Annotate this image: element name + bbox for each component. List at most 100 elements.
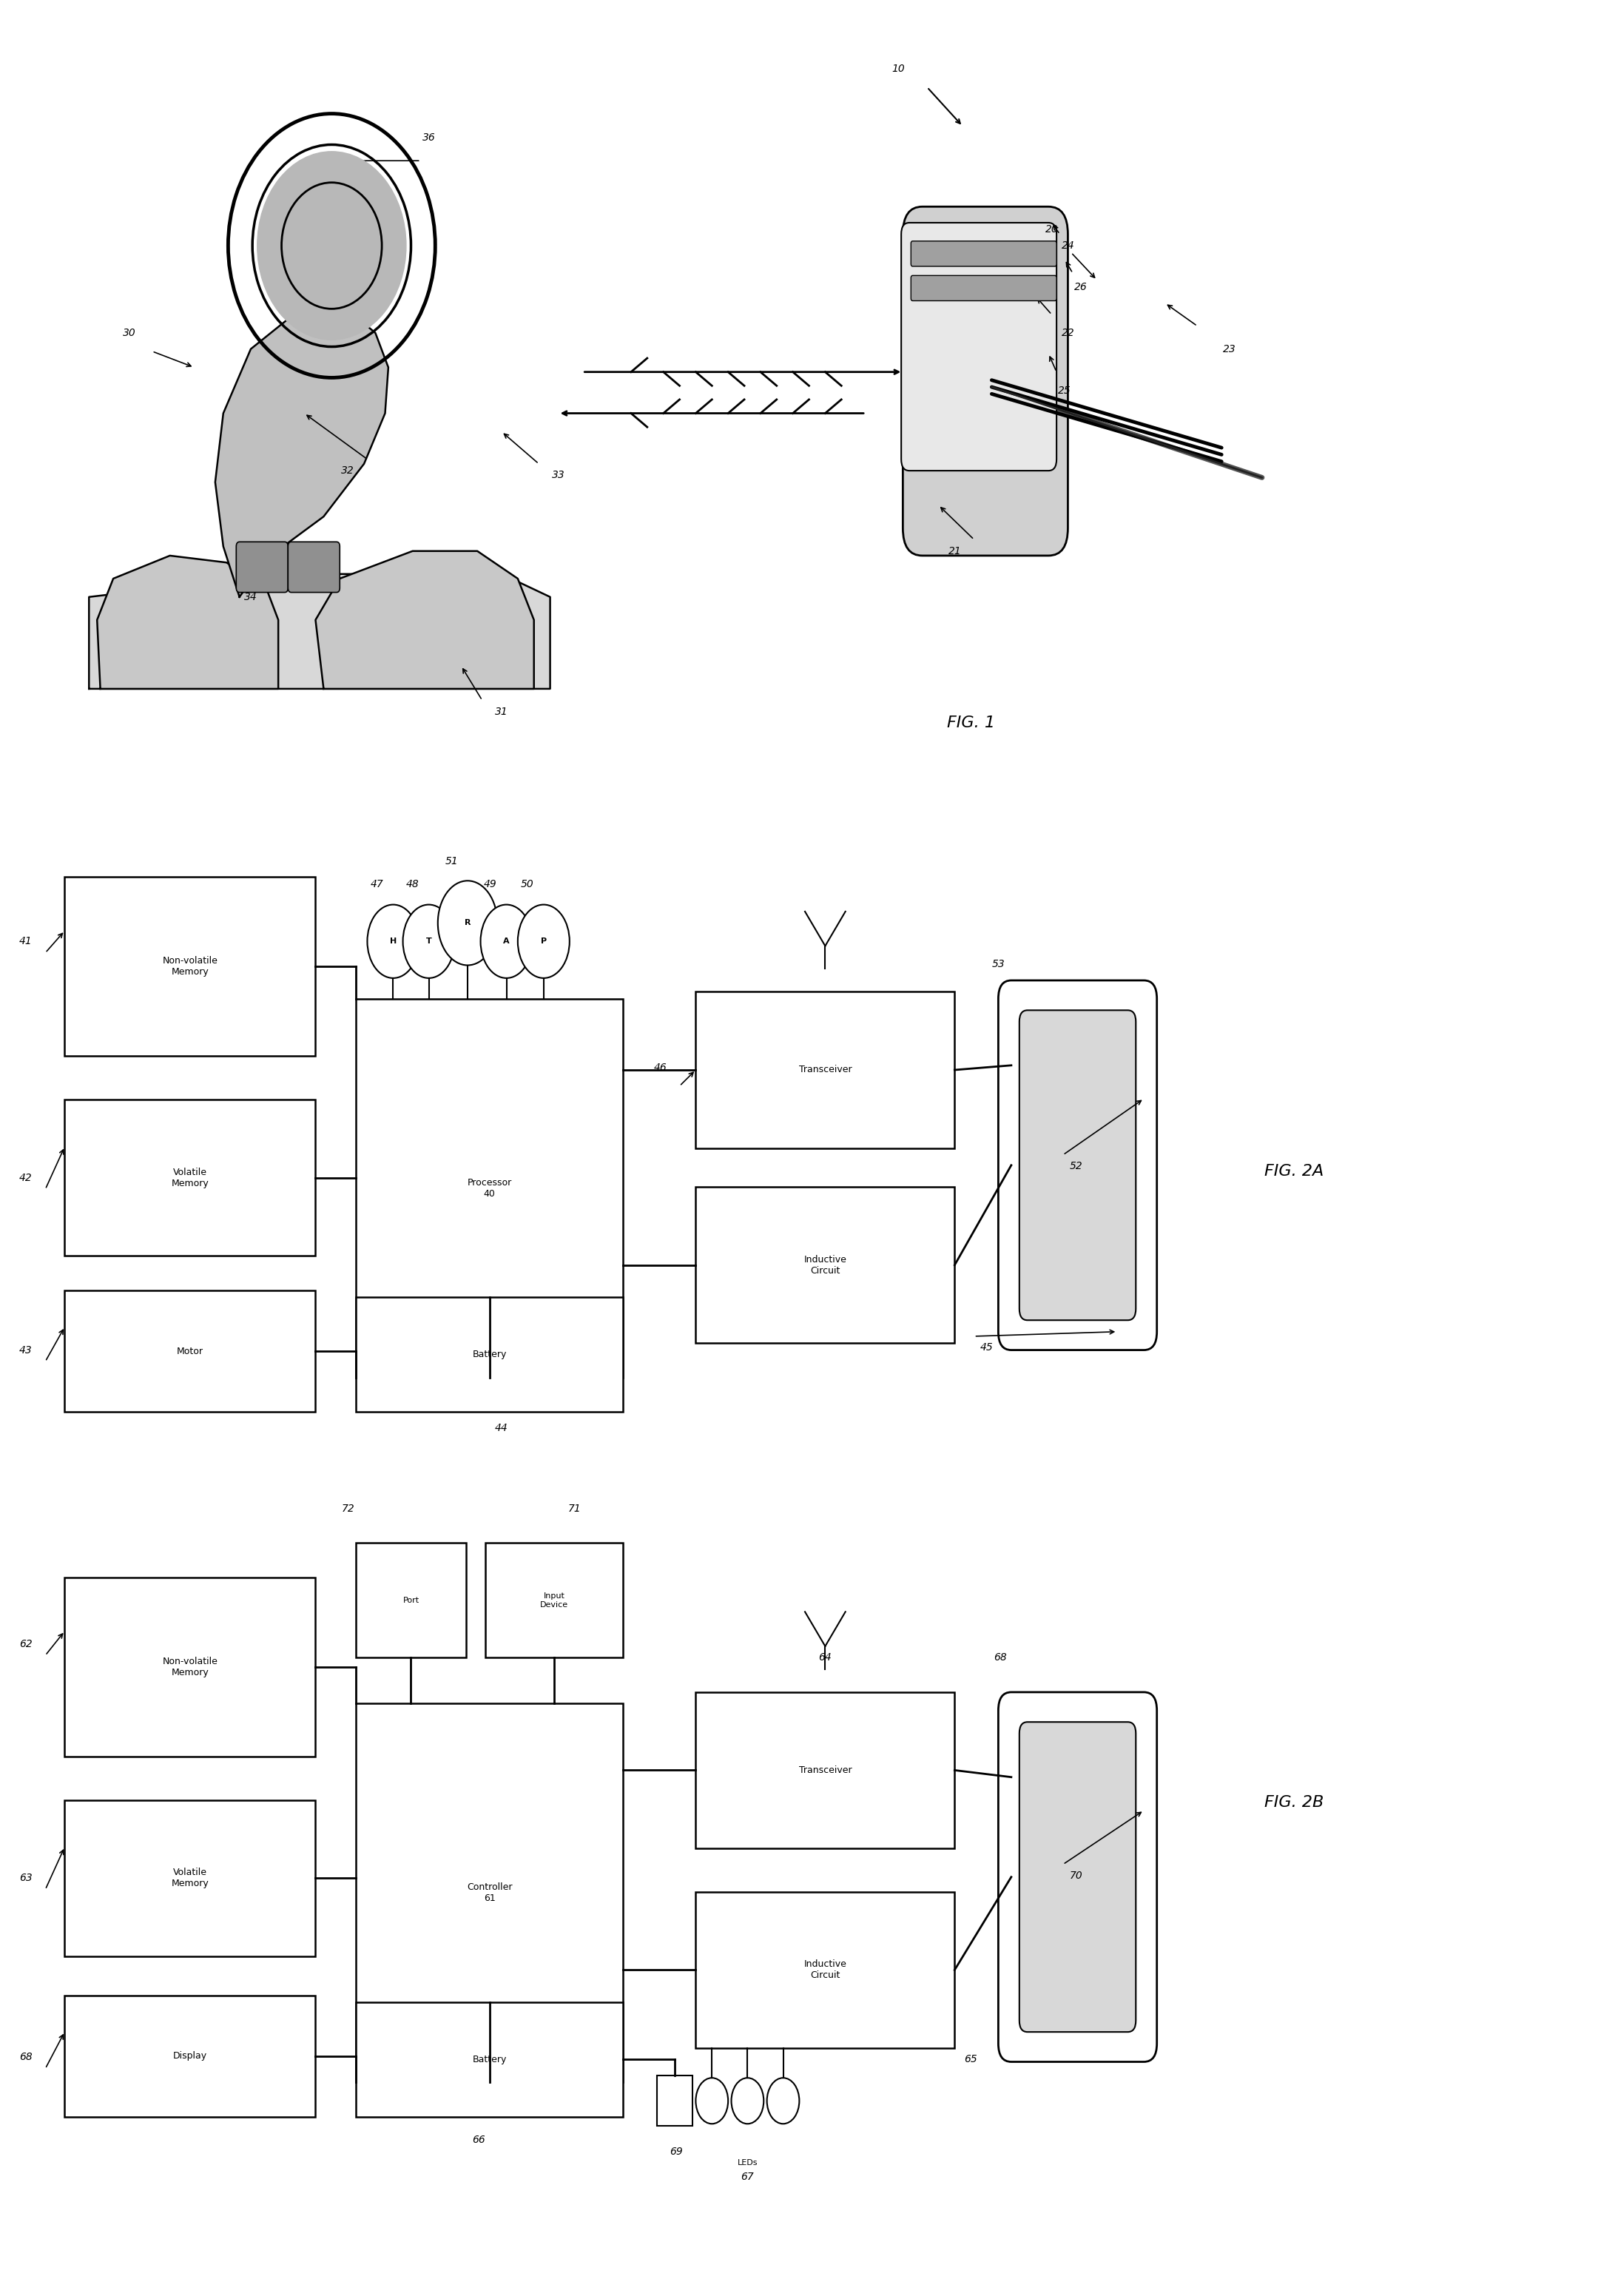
FancyBboxPatch shape (998, 1692, 1157, 2062)
FancyBboxPatch shape (901, 223, 1057, 471)
Text: Battery: Battery (472, 2055, 506, 2064)
FancyBboxPatch shape (485, 1543, 623, 1658)
Text: 51: 51 (445, 856, 458, 866)
FancyBboxPatch shape (696, 1692, 955, 1848)
Text: Input
Device: Input Device (540, 1593, 568, 1607)
Circle shape (367, 905, 419, 978)
Text: H: H (390, 937, 396, 946)
Text: Inductive
Circuit: Inductive Circuit (804, 1958, 846, 1981)
Text: 71: 71 (568, 1504, 581, 1513)
Polygon shape (97, 556, 278, 689)
FancyBboxPatch shape (65, 1995, 316, 2117)
Text: 68: 68 (993, 1653, 1006, 1662)
Text: 24: 24 (1061, 241, 1074, 250)
Text: Volatile
Memory: Volatile Memory (172, 1867, 209, 1890)
FancyBboxPatch shape (356, 1297, 623, 1412)
Text: Volatile
Memory: Volatile Memory (172, 1166, 209, 1189)
Text: 66: 66 (472, 2135, 485, 2144)
Text: 53: 53 (992, 960, 1005, 969)
Text: 32: 32 (341, 466, 354, 475)
Text: Battery: Battery (472, 1350, 506, 1359)
FancyBboxPatch shape (356, 2002, 623, 2117)
Text: LEDs: LEDs (738, 2158, 757, 2167)
Circle shape (481, 905, 532, 978)
Polygon shape (215, 310, 388, 597)
Text: 36: 36 (422, 133, 435, 142)
FancyBboxPatch shape (696, 992, 955, 1148)
Text: 62: 62 (19, 1639, 32, 1649)
Text: 45: 45 (981, 1343, 993, 1352)
FancyBboxPatch shape (65, 1100, 316, 1256)
FancyBboxPatch shape (696, 1892, 955, 2048)
Text: Transceiver: Transceiver (799, 1766, 851, 1775)
FancyBboxPatch shape (911, 241, 1057, 266)
Text: 23: 23 (1223, 344, 1236, 354)
FancyBboxPatch shape (1019, 1722, 1136, 2032)
FancyBboxPatch shape (65, 1290, 316, 1412)
Text: 25: 25 (1058, 386, 1071, 395)
Text: A: A (503, 937, 510, 946)
FancyBboxPatch shape (998, 980, 1157, 1350)
FancyBboxPatch shape (1019, 1010, 1136, 1320)
Text: FIG. 2B: FIG. 2B (1265, 1795, 1324, 1809)
FancyBboxPatch shape (356, 999, 623, 1378)
Ellipse shape (257, 152, 406, 340)
Text: 30: 30 (123, 328, 136, 338)
FancyBboxPatch shape (65, 1800, 316, 1956)
Text: 47: 47 (371, 879, 383, 889)
Text: 46: 46 (654, 1063, 667, 1072)
Circle shape (403, 905, 455, 978)
Polygon shape (89, 574, 550, 689)
Text: Processor
40: Processor 40 (468, 1178, 511, 1199)
Polygon shape (316, 551, 534, 689)
Text: 50: 50 (521, 879, 534, 889)
FancyBboxPatch shape (65, 1577, 316, 1756)
Text: 70: 70 (1069, 1871, 1082, 1880)
Text: 26: 26 (1074, 282, 1087, 292)
Text: Non-volatile
Memory: Non-volatile Memory (162, 955, 218, 978)
Text: 41: 41 (19, 937, 32, 946)
FancyBboxPatch shape (65, 877, 316, 1056)
Text: Motor: Motor (176, 1345, 204, 1357)
Text: R: R (464, 918, 471, 928)
FancyBboxPatch shape (288, 542, 340, 592)
FancyBboxPatch shape (356, 1543, 466, 1658)
Circle shape (731, 2078, 764, 2124)
Circle shape (767, 2078, 799, 2124)
Text: 20: 20 (1045, 225, 1058, 234)
Circle shape (518, 905, 570, 978)
FancyBboxPatch shape (911, 276, 1057, 301)
Bar (657, 2076, 693, 2126)
Text: Controller
61: Controller 61 (466, 1883, 513, 1903)
Text: 67: 67 (741, 2172, 754, 2181)
Text: 10: 10 (892, 64, 904, 73)
Text: 72: 72 (341, 1504, 354, 1513)
Text: 68: 68 (19, 2053, 32, 2062)
Text: 31: 31 (495, 707, 508, 716)
Text: 48: 48 (406, 879, 419, 889)
Text: FIG. 2A: FIG. 2A (1265, 1164, 1324, 1178)
Circle shape (438, 882, 497, 964)
FancyBboxPatch shape (236, 542, 288, 592)
FancyBboxPatch shape (696, 1187, 955, 1343)
Text: FIG. 1: FIG. 1 (947, 716, 995, 730)
Text: 42: 42 (19, 1173, 32, 1182)
Text: 33: 33 (552, 471, 565, 480)
Text: Port: Port (403, 1596, 419, 1605)
Text: 64: 64 (819, 1653, 832, 1662)
Text: 34: 34 (244, 592, 257, 602)
Text: 63: 63 (19, 1874, 32, 1883)
Text: 52: 52 (1069, 1162, 1082, 1171)
Text: 44: 44 (495, 1424, 508, 1433)
Text: 65: 65 (964, 2055, 977, 2064)
Text: 35: 35 (236, 546, 249, 556)
Text: Non-volatile
Memory: Non-volatile Memory (162, 1655, 218, 1678)
Circle shape (696, 2078, 728, 2124)
FancyBboxPatch shape (903, 207, 1068, 556)
Text: 22: 22 (1061, 328, 1074, 338)
Text: Inductive
Circuit: Inductive Circuit (804, 1254, 846, 1277)
Text: 49: 49 (484, 879, 497, 889)
Text: T: T (426, 937, 432, 946)
FancyBboxPatch shape (356, 1704, 623, 2082)
Text: P: P (540, 937, 547, 946)
